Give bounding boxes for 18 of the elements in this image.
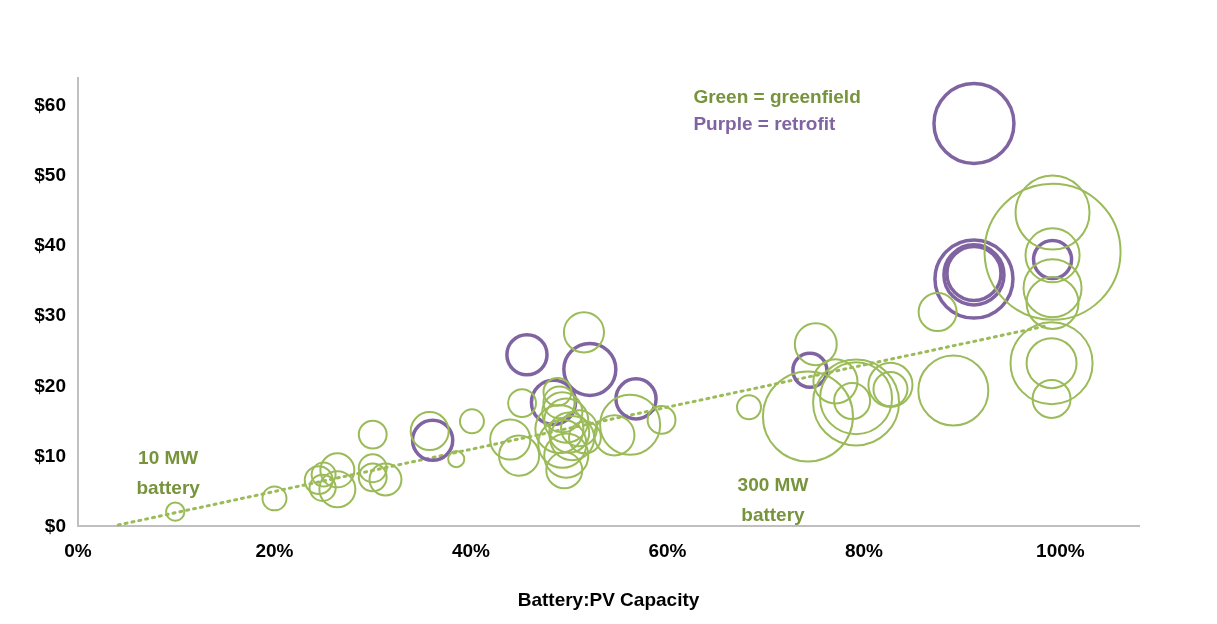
annotation: 300 MW battery bbox=[737, 474, 809, 526]
y-tick-label: $60 bbox=[34, 94, 66, 116]
y-tick-label: $20 bbox=[34, 374, 66, 396]
x-tick-label: 100% bbox=[1036, 540, 1085, 562]
x-tick-label: 20% bbox=[255, 540, 294, 562]
y-tick-label: $40 bbox=[34, 234, 66, 256]
x-tick-label: 60% bbox=[648, 540, 687, 562]
x-axis-title: Battery:PV Capacity bbox=[517, 588, 700, 610]
x-tick-label: 80% bbox=[844, 540, 884, 562]
y-tick-label: $30 bbox=[34, 304, 66, 326]
x-tick-label: 0% bbox=[64, 540, 92, 562]
x-tick-label: 40% bbox=[451, 540, 491, 562]
annotation: Green = greenfield bbox=[693, 86, 861, 108]
y-tick-label: $50 bbox=[34, 164, 66, 186]
annotation: Purple = retrofit bbox=[693, 113, 837, 135]
y-tick-label: $10 bbox=[34, 444, 66, 466]
y-tick-label: $0 bbox=[44, 514, 66, 536]
annotation: 10 MW battery bbox=[136, 447, 201, 499]
